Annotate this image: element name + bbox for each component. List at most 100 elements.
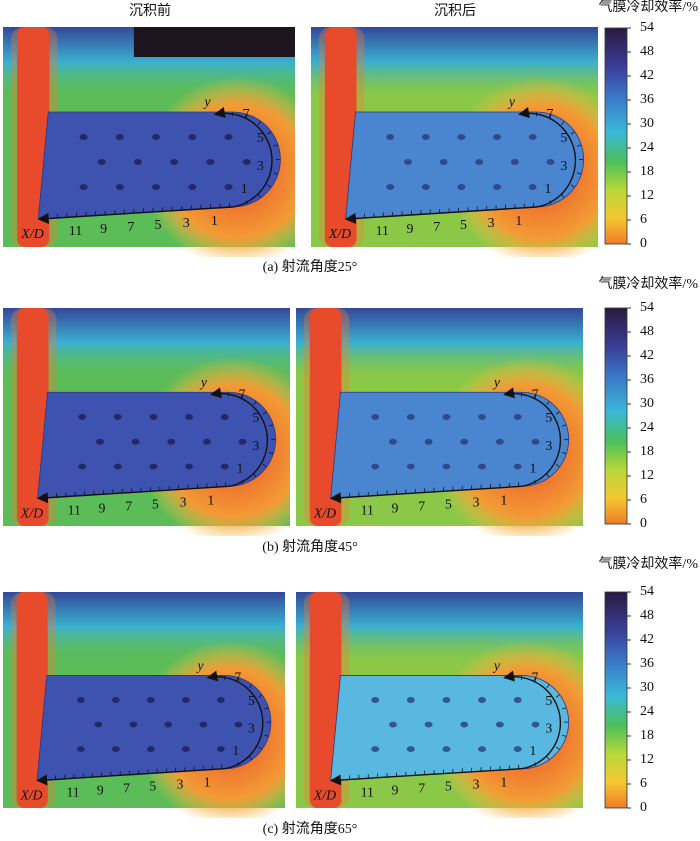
cooling-hole — [478, 463, 487, 470]
cooling-hole — [442, 746, 451, 753]
cooling-hole — [185, 463, 194, 470]
axis-tick — [267, 184, 272, 188]
x-tick-label: 7 — [127, 219, 134, 235]
cooling-hole — [460, 721, 469, 728]
cooling-hole — [493, 184, 502, 190]
cooling-hole — [224, 184, 233, 190]
colorbar-tick-label: 36 — [640, 372, 654, 387]
cooling-hole — [149, 414, 158, 420]
axis-tick — [253, 401, 257, 406]
axis-tick — [268, 452, 274, 455]
plate — [330, 675, 570, 781]
colorbar-tick-label: 30 — [640, 680, 654, 695]
cooling-hole — [406, 746, 415, 753]
cooling-hole — [181, 697, 190, 703]
cooling-hole — [129, 721, 138, 728]
cooling-hole — [170, 159, 179, 165]
colorbar-tick-label: 54 — [640, 20, 654, 35]
axis-tick — [258, 694, 262, 698]
cooling-hole — [371, 414, 380, 420]
cooling-hole — [528, 134, 537, 140]
axis-tick — [258, 746, 262, 750]
plate — [345, 111, 585, 220]
colorbar-tick-label: 6 — [640, 212, 647, 227]
cooling-hole — [181, 746, 190, 753]
y-axis — [518, 107, 577, 208]
plate — [37, 111, 281, 220]
x-tick-label: 5 — [155, 217, 162, 233]
axis-tick — [273, 144, 278, 147]
cooling-hole — [78, 463, 87, 470]
axis-tick — [555, 464, 560, 467]
cooling-hole — [242, 159, 251, 165]
cooling-hole — [424, 438, 433, 445]
colorbar-tick-label: 54 — [640, 300, 654, 315]
x-axis-label: X/D — [20, 787, 43, 802]
y-tick-label: 7 — [239, 386, 246, 401]
cooling-hole — [442, 463, 451, 470]
colorbar-tick-label: 12 — [640, 188, 654, 203]
axis-tick — [241, 394, 244, 399]
axis-tick — [570, 131, 575, 135]
cooling-hole — [152, 134, 161, 140]
cooling-hole — [164, 721, 173, 728]
axis-tick — [561, 734, 567, 737]
x-axis — [329, 485, 522, 504]
cooling-hole — [79, 134, 88, 140]
colorbar-tick-label: 24 — [640, 704, 654, 719]
axis-tick — [555, 746, 560, 750]
y-tick-label: 1 — [241, 181, 248, 197]
cooling-hole — [531, 438, 540, 445]
x-tick-label: 11 — [361, 784, 374, 799]
cooling-hole — [206, 159, 215, 165]
cooling-hole — [113, 463, 122, 470]
axis-tick — [561, 194, 565, 198]
y-tick-label: 1 — [237, 461, 244, 476]
cooling-hole — [146, 697, 155, 703]
axis-tick — [570, 184, 575, 188]
axis-tick — [555, 411, 560, 415]
cooling-hole — [495, 438, 504, 445]
x-tick-label: 5 — [445, 496, 452, 511]
colorbar-label: 气膜冷却效率/% — [598, 555, 698, 572]
x-tick-label: 9 — [391, 500, 398, 515]
x-tick-label: 7 — [123, 780, 130, 795]
y-axis-label: y — [492, 658, 501, 673]
colorbar-tick-label: 42 — [640, 68, 654, 83]
x-tick-label: 1 — [207, 492, 214, 507]
cooling-hole — [513, 746, 522, 753]
cooling-hole — [199, 721, 208, 728]
axis-tick — [561, 707, 567, 710]
x-tick-label: 9 — [98, 500, 105, 515]
colorbar-tick-label: 36 — [640, 656, 654, 671]
axis-tick — [576, 172, 582, 175]
axis-tick — [248, 684, 252, 689]
y-tick-label: 5 — [560, 131, 567, 146]
axis-tick — [262, 411, 267, 415]
cooling-hole — [97, 159, 106, 165]
axis-tick — [546, 684, 550, 689]
cooling-hole — [406, 414, 415, 420]
cooling-hole — [513, 697, 522, 703]
y-axis-label: y — [202, 94, 211, 110]
cooling-hole — [79, 184, 88, 190]
cooling-hole — [513, 463, 522, 470]
cooling-hole — [220, 463, 229, 470]
x-tick-label: 5 — [149, 778, 156, 793]
cooling-hole — [115, 134, 124, 140]
cooling-hole — [546, 159, 555, 165]
colorbar-tick-label: 0 — [640, 800, 647, 815]
cooling-hole — [406, 697, 415, 703]
y-axis-label: y — [195, 658, 204, 673]
colorbar-tick-label: 24 — [640, 140, 654, 155]
cooling-hole — [188, 134, 197, 140]
y-tick-label: 5 — [248, 693, 255, 708]
axis-tick — [561, 452, 567, 455]
cooling-hole — [528, 184, 537, 190]
x-tick-label: 7 — [418, 498, 425, 513]
cooling-hole — [424, 721, 433, 728]
x-axis — [37, 206, 233, 225]
x-axis — [36, 485, 229, 504]
